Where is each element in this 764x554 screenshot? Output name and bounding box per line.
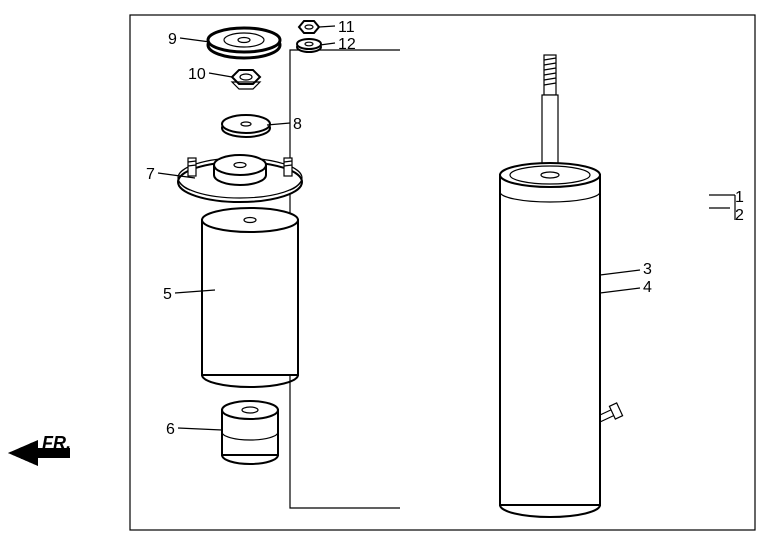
part-shock-absorber [500, 55, 623, 517]
callout-11: 11 [338, 19, 355, 36]
part-washer-12 [297, 39, 321, 52]
shock-valve [600, 403, 623, 422]
callout-2: 2 [735, 207, 744, 224]
callout-3: 3 [643, 261, 652, 278]
part-dust-cover [202, 208, 298, 387]
inner-bracket [290, 50, 400, 508]
fr-label: FR. [42, 433, 71, 453]
part-washer-8 [222, 115, 270, 137]
callout-1: 1 [735, 189, 744, 206]
callout-9: 9 [168, 31, 177, 48]
callout-7: 7 [146, 166, 155, 183]
part-bearing-9 [208, 28, 280, 58]
part-nut-10 [232, 70, 260, 89]
part-nut-11 [299, 21, 319, 33]
callout-12: 12 [338, 36, 356, 53]
callout-5: 5 [163, 286, 172, 303]
callout-10: 10 [188, 66, 206, 83]
callout-6: 6 [166, 421, 175, 438]
part-top-mount [178, 155, 302, 202]
part-bump-stop [222, 401, 278, 464]
callout-4: 4 [643, 279, 652, 296]
parts-diagram: 1 2 3 4 5 6 7 8 9 10 11 12 FR. [0, 0, 764, 554]
callout-8: 8 [293, 116, 302, 133]
fr-indicator: FR. [8, 433, 71, 466]
